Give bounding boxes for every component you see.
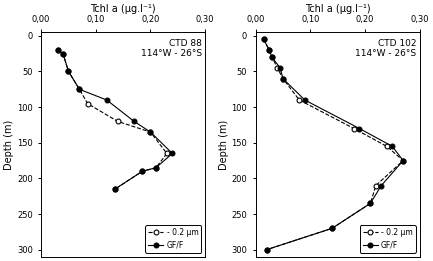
- 0.2 µm [55,49,60,52]
Line: - 0.2 µm: - 0.2 µm [55,48,169,192]
GF/F [261,38,266,41]
X-axis label: Tchl a (µg.l⁻¹): Tchl a (µg.l⁻¹) [90,4,156,14]
Y-axis label: Depth (m): Depth (m) [219,120,229,170]
Legend: - 0.2 µm, GF/F: - 0.2 µm, GF/F [145,225,201,253]
GF/F [264,248,269,251]
GF/F [302,98,307,102]
- 0.2 µm [384,145,389,148]
GF/F [330,227,335,230]
- 0.2 µm [269,56,275,59]
- 0.2 µm [61,52,66,55]
- 0.2 µm [330,227,335,230]
GF/F [390,145,395,148]
Line: GF/F: GF/F [55,48,175,192]
GF/F [132,120,137,123]
GF/F [269,56,275,59]
Legend: - 0.2 µm, GF/F: - 0.2 µm, GF/F [359,225,416,253]
- 0.2 µm [368,202,373,205]
GF/F [112,188,117,191]
- 0.2 µm [148,130,153,134]
- 0.2 µm [115,120,120,123]
- 0.2 µm [112,188,117,191]
GF/F [61,52,66,55]
GF/F [148,130,153,134]
- 0.2 µm [280,77,285,80]
GF/F [401,159,406,162]
- 0.2 µm [164,152,169,155]
GF/F [357,127,362,130]
- 0.2 µm [66,70,71,73]
Line: GF/F: GF/F [262,37,406,252]
- 0.2 µm [297,98,302,102]
GF/F [368,202,373,205]
GF/F [153,166,158,169]
- 0.2 µm [401,159,406,162]
Y-axis label: Depth (m): Depth (m) [4,120,14,170]
- 0.2 µm [140,170,145,173]
- 0.2 µm [261,38,266,41]
GF/F [267,49,272,52]
Text: CTD 102
114°W - 26°S: CTD 102 114°W - 26°S [355,39,416,58]
GF/F [379,184,384,187]
Line: - 0.2 µm: - 0.2 µm [262,37,406,252]
- 0.2 µm [373,184,378,187]
- 0.2 µm [77,88,82,91]
GF/F [104,98,110,102]
GF/F [280,77,285,80]
GF/F [170,152,175,155]
- 0.2 µm [267,49,272,52]
GF/F [66,70,71,73]
GF/F [77,88,82,91]
- 0.2 µm [85,102,90,105]
GF/F [278,66,283,69]
GF/F [140,170,145,173]
- 0.2 µm [352,127,357,130]
- 0.2 µm [153,166,158,169]
- 0.2 µm [275,66,280,69]
Text: CTD 88
114°W - 26°S: CTD 88 114°W - 26°S [141,39,202,58]
- 0.2 µm [264,248,269,251]
GF/F [55,49,60,52]
X-axis label: Tchl a (µg.l⁻¹): Tchl a (µg.l⁻¹) [305,4,370,14]
